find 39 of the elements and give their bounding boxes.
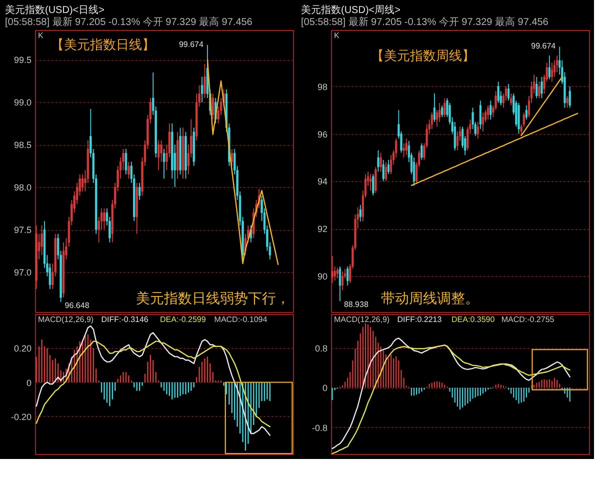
y-tick-label: 0.20 [14, 344, 32, 354]
text: DEA:0.3590 [452, 315, 496, 324]
chart-title: 美元指数(USD)<日线> [5, 4, 105, 16]
y-tick-label: 98 [317, 82, 328, 92]
y-tick-label: 90 [317, 271, 328, 282]
y-tick-label: 97.5 [14, 225, 32, 236]
y-tick-label: 97.0 [14, 268, 32, 278]
annotation: 美元指数日线弱势下行， [136, 290, 290, 306]
y-tick-label: 99.5 [14, 55, 32, 66]
annotation: 88.938 [344, 300, 369, 310]
y-tick-label: -0.8 [312, 422, 328, 433]
y-tick-label: 94 [317, 176, 328, 187]
annotation: 【美元指数日线】 [51, 37, 155, 52]
annotation: 【美元指数周线】 [371, 48, 475, 63]
chart-subtitle: [05:58:58] 最新 97.205 -0.13% 今开 97.329 最高 97.456 [5, 16, 253, 28]
annotation: 带动周线调整。 [381, 290, 479, 306]
annotation: 99.674 [531, 42, 556, 51]
annotation: 96.648 [64, 300, 90, 310]
annotation: 99.674 [178, 40, 204, 49]
annotation: MACD:-0.1094 [214, 315, 268, 324]
y-tick-label: 96 [317, 129, 328, 140]
annotation: K [38, 31, 44, 40]
y-tick-label: 99.0 [14, 98, 32, 108]
y-tick-label: 98.5 [14, 140, 32, 150]
chart-title: MACD(12,26,9) [38, 315, 94, 324]
y-tick-label: 98.0 [14, 182, 32, 193]
chart-subtitle: [05:58:58] 最新 97.205 -0.13% 今开 97.329 最高 97.456 [301, 16, 549, 28]
y-tick-label: 0.8 [314, 344, 328, 354]
text: DEA:-0.2599 [160, 315, 206, 324]
y-tick-label: -0.20 [10, 412, 32, 422]
annotation: K [334, 31, 340, 40]
series-label: DIFF:-0.3146 [101, 315, 149, 324]
y-tick-label: 92 [317, 224, 328, 234]
chart-title: MACD(12,26,9) [334, 315, 390, 324]
annotation: MACD:-0.2755 [501, 315, 555, 324]
chart-title: 美元指数(USD)<周线> [301, 4, 401, 16]
y-tick-label: 0 [322, 383, 328, 394]
y-tick-label: 0 [26, 378, 32, 388]
series-label: DIFF:0.2213 [397, 315, 442, 324]
